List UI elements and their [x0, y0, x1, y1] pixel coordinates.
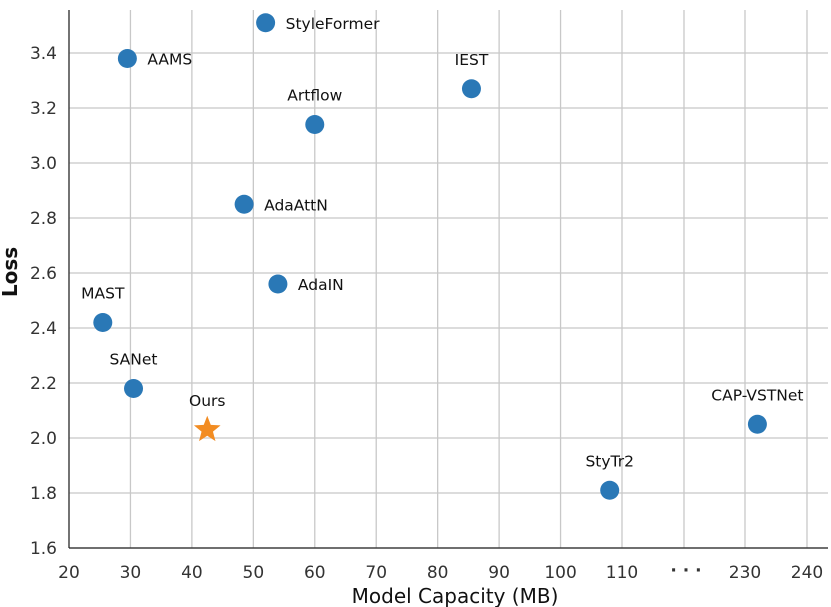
point-styleformer	[256, 13, 276, 33]
x-axis-ticks: 20 30 40 50 60 70 80 90 100 110 230 240 · · ·	[58, 561, 823, 583]
point-stytr2	[600, 480, 620, 500]
x-tick-label: 240	[791, 563, 823, 583]
x-tick-label: 30	[120, 563, 142, 583]
label-mast: MAST	[81, 285, 125, 303]
y-axis-ticks: 1.6 1.8 2.0 2.2 2.4 2.6 2.8 3.0 3.2 3.4	[30, 44, 57, 559]
grid	[68, 10, 828, 549]
y-axis-title: Loss	[0, 247, 22, 297]
label-artflow: Artflow	[287, 87, 342, 105]
x-tick-label: 70	[365, 563, 387, 583]
x-tick-label: 40	[181, 563, 203, 583]
y-tick-label: 2.6	[30, 264, 57, 284]
y-tick-label: 3.2	[30, 99, 57, 119]
y-tick-label: 3.0	[30, 154, 57, 174]
x-tick-label: 110	[606, 563, 638, 583]
label-styleformer: StyleFormer	[286, 15, 381, 33]
y-tick-label: 3.4	[30, 44, 57, 64]
point-adain	[268, 274, 288, 294]
y-tick-label: 2.4	[30, 319, 57, 339]
x-tick-label: 230	[729, 563, 761, 583]
label-sanet: SANet	[110, 351, 158, 369]
x-tick-label: 20	[58, 563, 80, 583]
axes-frame	[68, 10, 828, 549]
y-tick-label: 1.8	[30, 484, 57, 504]
label-stytr2: StyTr2	[585, 452, 634, 470]
x-tick-label: 90	[488, 563, 510, 583]
point-cap-vstnet	[747, 414, 767, 434]
point-sanet	[124, 379, 144, 398]
label-cap-vstnet: CAP-VSTNet	[711, 386, 803, 404]
point-aams	[117, 49, 137, 68]
axis-break-marker: · · ·	[670, 561, 701, 581]
y-tick-label: 2.0	[30, 429, 57, 449]
point-iest	[461, 79, 481, 99]
point-ours	[193, 415, 221, 442]
x-tick-label: 100	[544, 563, 576, 583]
x-tick-label: 60	[304, 563, 326, 583]
x-axis-title: Model Capacity (MB)	[352, 584, 559, 607]
point-mast	[93, 313, 113, 332]
point-artflow	[305, 115, 325, 134]
point-labels: StyleFormer AAMS IEST Artflow AdaAttN AdaIN MA…	[81, 15, 803, 471]
label-adaattn: AdaAttN	[264, 196, 328, 214]
y-tick-label: 1.6	[30, 539, 57, 559]
x-tick-label: 80	[427, 563, 449, 583]
y-tick-label: 2.8	[30, 209, 57, 229]
x-tick-label: 50	[243, 563, 265, 583]
point-adaattn	[234, 194, 254, 214]
label-aams: AAMS	[147, 51, 192, 69]
y-tick-label: 2.2	[30, 374, 57, 394]
label-ours: Ours	[189, 392, 225, 410]
label-iest: IEST	[455, 51, 489, 69]
label-adain: AdaIN	[298, 276, 344, 294]
data-points	[93, 13, 767, 500]
